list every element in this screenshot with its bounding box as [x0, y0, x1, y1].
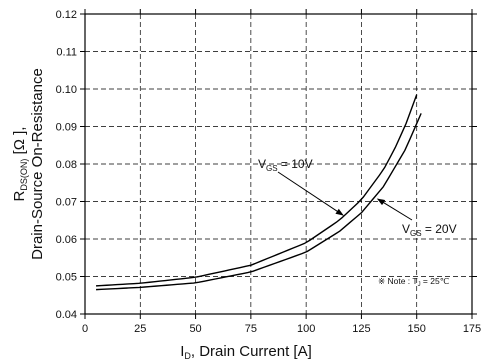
grid-lines	[85, 14, 472, 314]
x-tick-label: 150	[408, 323, 426, 335]
series-line-0	[96, 94, 418, 287]
series-layer	[96, 94, 422, 291]
x-tick-label: 175	[463, 323, 481, 335]
x-tick-label: 0	[82, 323, 88, 335]
x-tick-label: 125	[352, 323, 370, 335]
x-tick-label: 25	[134, 323, 146, 335]
tick-labels: 0.04 0.05 0.06 0.07 0.08 0.09 0.10 0.11 0.12 0 25 5…	[56, 9, 482, 335]
x-tick-label: 100	[297, 323, 315, 335]
y-tick-label: 0.05	[56, 272, 77, 284]
note-tj-25c: ※ Note : TJ = 25℃	[378, 276, 450, 288]
x-tick-label: 50	[189, 323, 201, 335]
y-tick-label: 0.11	[56, 47, 77, 59]
annotation-vgs-20v: VGS = 20V	[402, 222, 457, 238]
series-line-1	[96, 113, 422, 291]
y-tick-label: 0.09	[56, 122, 77, 134]
annotation-arrow-vgs-20v	[376, 198, 413, 221]
y-axis-title-line1: RDS(ON) [Ω ],	[11, 127, 29, 202]
y-tick-label: 0.07	[56, 197, 77, 209]
y-tick-label: 0.12	[56, 9, 77, 21]
y-axis-title-line2: Drain-Source On-Resistance	[29, 68, 46, 260]
y-tick-label: 0.10	[56, 84, 77, 96]
x-tick-label: 75	[245, 323, 257, 335]
y-tick-label: 0.04	[56, 309, 77, 321]
annotation-arrow-vgs-10v	[277, 171, 344, 216]
x-axis-title: ID, Drain Current [A]	[180, 343, 312, 361]
y-tick-label: 0.08	[56, 159, 77, 171]
annotation-vgs-10v: VGS = 10V	[258, 157, 313, 173]
tick-marks	[80, 9, 477, 319]
y-tick-label: 0.06	[56, 234, 77, 246]
